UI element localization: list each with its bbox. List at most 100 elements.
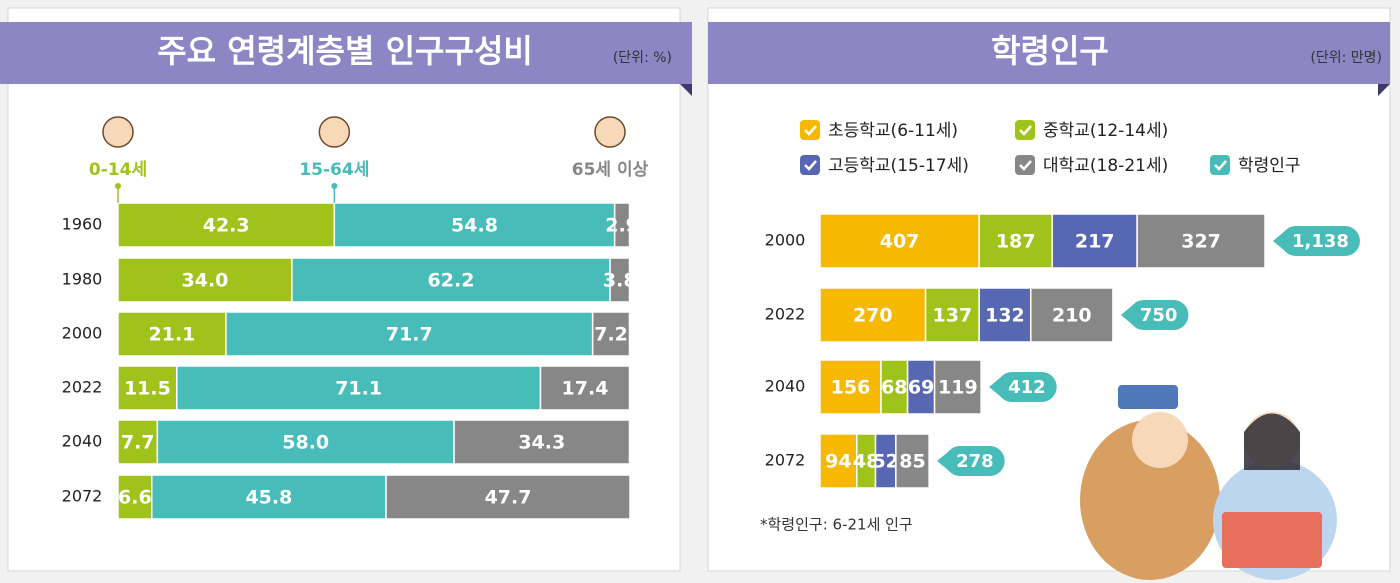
value-label: 407 bbox=[880, 231, 920, 253]
y-tick-label: 2072 bbox=[62, 487, 103, 506]
bar-segment bbox=[117, 202, 336, 248]
callout-pill bbox=[997, 372, 1057, 402]
bar-segment bbox=[1051, 213, 1138, 269]
y-tick-label: 1980 bbox=[62, 270, 103, 289]
value-label: 270 bbox=[853, 305, 893, 327]
book bbox=[1222, 512, 1322, 568]
value-label: 6.6 bbox=[118, 487, 152, 509]
y-tick-label: 2000 bbox=[62, 324, 103, 343]
y-tick-label: 2000 bbox=[765, 231, 806, 250]
value-label: 71.7 bbox=[386, 324, 433, 346]
ribbon-fold bbox=[680, 84, 692, 96]
bar-segment bbox=[591, 311, 631, 357]
bar-segment bbox=[333, 202, 616, 248]
y-tick-label: 2022 bbox=[62, 378, 103, 397]
legend-label: 65세 이상 bbox=[572, 160, 649, 180]
value-label: 85 bbox=[899, 451, 925, 473]
legend-swatch bbox=[1015, 155, 1035, 175]
bar-segment bbox=[978, 213, 1054, 269]
legend-check bbox=[804, 160, 817, 171]
value-label: 137 bbox=[933, 305, 973, 327]
bar-segment bbox=[933, 359, 982, 415]
y-tick-label: 2072 bbox=[765, 451, 806, 470]
bar-segment bbox=[880, 359, 909, 415]
bar-segment bbox=[819, 287, 927, 343]
value-label: 62.2 bbox=[428, 270, 475, 292]
bar-segment bbox=[613, 202, 631, 248]
chart-title: 주요 연령계층별 인구구성비 bbox=[157, 32, 533, 70]
value-label: 11.5 bbox=[124, 378, 171, 400]
value-label: 54.8 bbox=[451, 215, 498, 237]
legend-check bbox=[1019, 125, 1032, 136]
unit-label: (단위: 만명) bbox=[1310, 50, 1382, 66]
value-label: 217 bbox=[1075, 231, 1115, 253]
value-label: 47.7 bbox=[485, 487, 532, 509]
face-icon bbox=[594, 116, 626, 148]
legend-label: 초등학교(6-11세) bbox=[828, 121, 958, 141]
figure bbox=[1132, 412, 1188, 468]
total-callout bbox=[937, 446, 1005, 476]
total-callout bbox=[1273, 226, 1360, 256]
bar-segment bbox=[539, 365, 631, 411]
bar-segment bbox=[924, 287, 980, 343]
bar-segment bbox=[1136, 213, 1266, 269]
value-label: 42.3 bbox=[203, 215, 250, 237]
total-label: 750 bbox=[1140, 305, 1178, 326]
bar-segment bbox=[895, 433, 930, 489]
bar-segment bbox=[156, 419, 455, 465]
bar-segment bbox=[117, 311, 227, 357]
face-icon bbox=[102, 116, 134, 148]
value-label: 17.4 bbox=[562, 378, 609, 400]
bar-segment bbox=[291, 257, 611, 303]
bar-segment bbox=[225, 311, 594, 357]
books bbox=[1118, 385, 1178, 409]
legend-label: 대학교(18-21세) bbox=[1043, 156, 1168, 176]
value-label: 210 bbox=[1052, 305, 1092, 327]
bar-segment bbox=[117, 365, 178, 411]
value-label: 45.8 bbox=[245, 487, 292, 509]
legend-check bbox=[804, 125, 817, 136]
header-bar bbox=[708, 22, 1390, 84]
legend-label: 15-64세 bbox=[299, 160, 369, 180]
legend-swatch bbox=[1015, 120, 1035, 140]
total-label: 1,138 bbox=[1292, 231, 1349, 252]
figure bbox=[1080, 420, 1220, 580]
value-label: 52 bbox=[872, 451, 898, 473]
value-label: 3.8 bbox=[603, 270, 637, 292]
legend-check bbox=[1019, 160, 1032, 171]
total-callout bbox=[989, 372, 1057, 402]
value-label: 119 bbox=[938, 377, 978, 399]
bar-segment bbox=[117, 257, 293, 303]
value-label: 2.9 bbox=[605, 215, 639, 237]
illustration bbox=[1080, 385, 1337, 580]
hair bbox=[1244, 413, 1300, 470]
value-label: 34.3 bbox=[518, 432, 565, 454]
bar-segment bbox=[151, 474, 387, 520]
bar-segment bbox=[1030, 287, 1114, 343]
legend-swatch bbox=[800, 120, 820, 140]
value-label: 21.1 bbox=[149, 324, 196, 346]
ribbon-fold bbox=[1378, 84, 1390, 96]
value-label: 156 bbox=[831, 377, 871, 399]
value-label: 48 bbox=[853, 451, 879, 473]
value-label: 187 bbox=[996, 231, 1036, 253]
bar-segment bbox=[978, 287, 1032, 343]
legend-label: 0-14세 bbox=[89, 160, 147, 180]
face-icon bbox=[318, 116, 351, 148]
total-label: 412 bbox=[1008, 377, 1046, 398]
bar-segment bbox=[609, 257, 631, 303]
total-callout bbox=[1120, 300, 1189, 330]
y-tick-label: 1960 bbox=[62, 215, 103, 234]
bar-segment bbox=[176, 365, 542, 411]
legend-dot bbox=[115, 183, 121, 189]
y-tick-label: 2040 bbox=[62, 432, 103, 451]
legend-check bbox=[1214, 160, 1227, 171]
value-label: 71.1 bbox=[335, 378, 382, 400]
legend-label: 중학교(12-14세) bbox=[1043, 121, 1168, 141]
y-tick-label: 2040 bbox=[765, 377, 806, 396]
value-label: 68 bbox=[881, 377, 907, 399]
unit-label: (단위: %) bbox=[613, 50, 672, 66]
legend-label: 학령인구 bbox=[1238, 156, 1301, 176]
